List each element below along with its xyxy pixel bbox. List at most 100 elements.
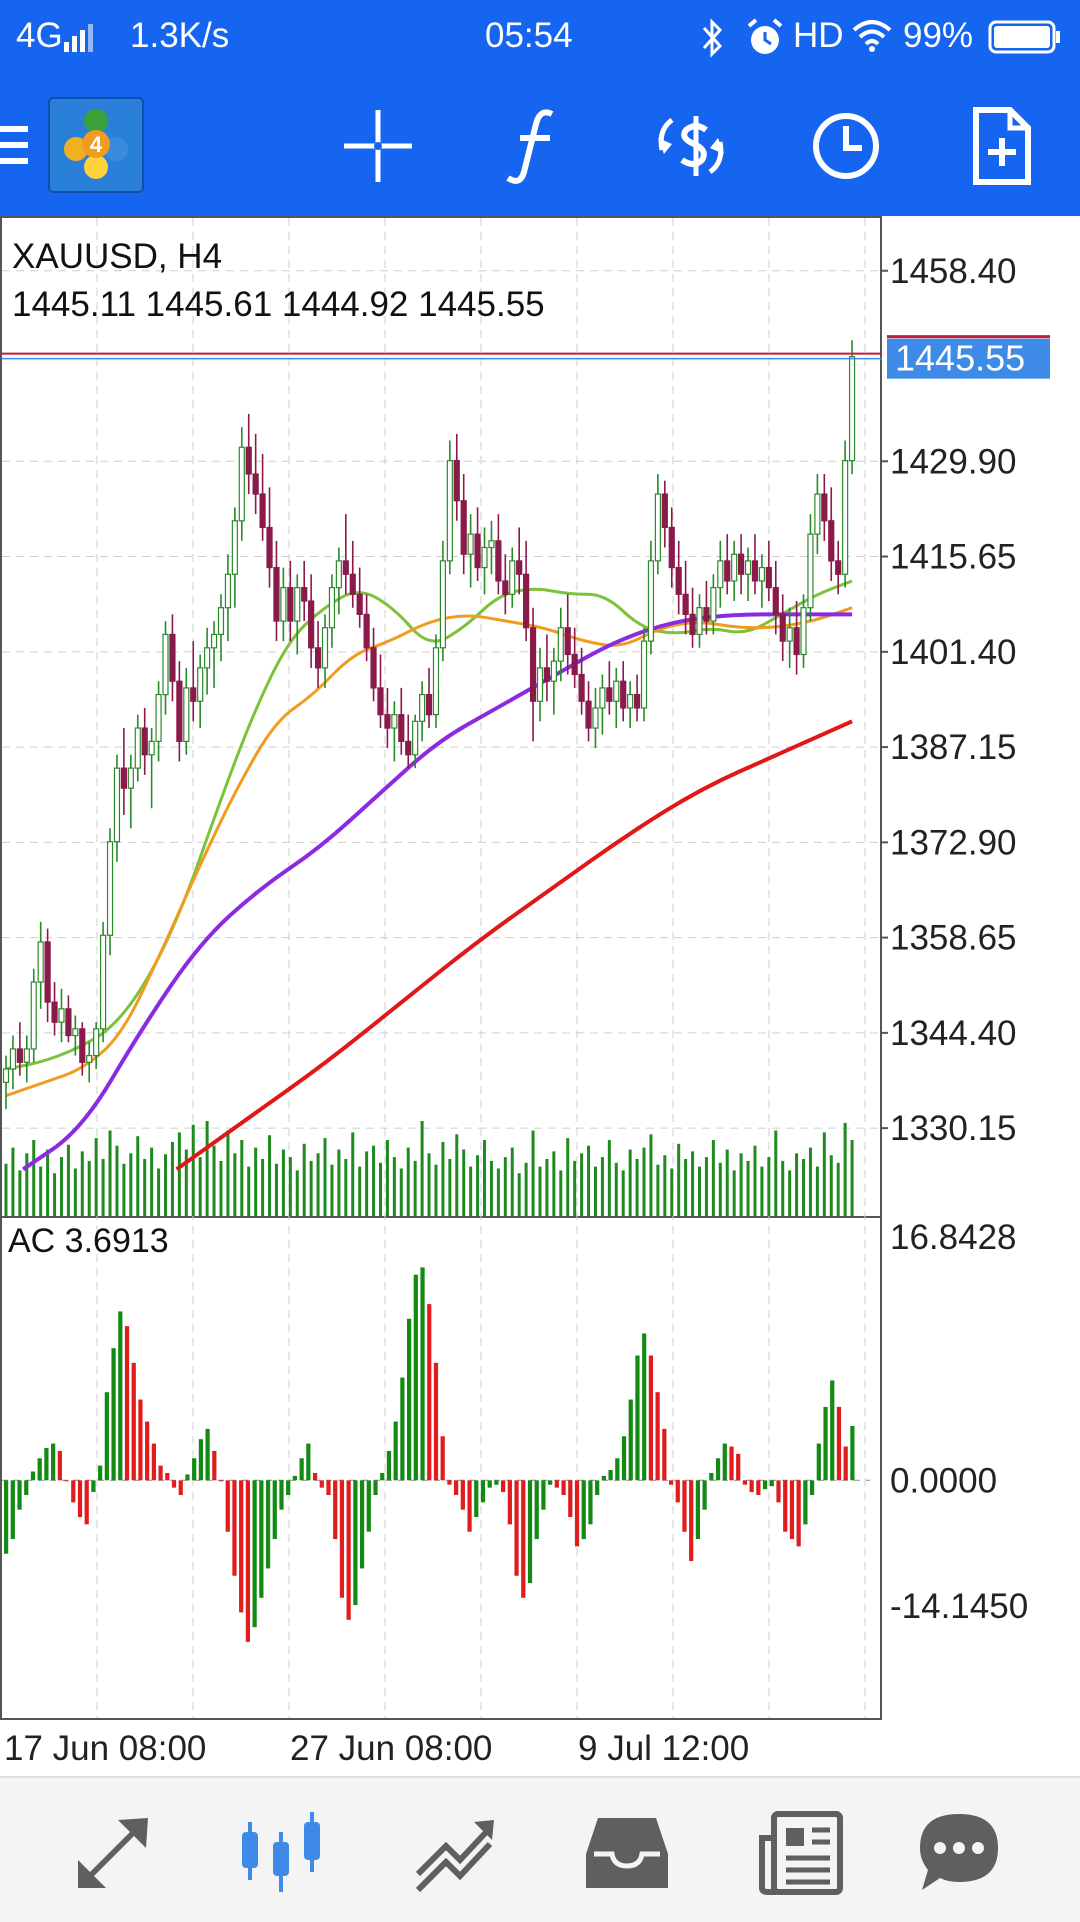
volume-bar xyxy=(157,1168,161,1216)
ac-bar xyxy=(433,1362,439,1481)
volume-bar xyxy=(344,1159,348,1216)
ac-bar xyxy=(474,1480,479,1518)
candle-body xyxy=(633,694,641,709)
ac-bar xyxy=(816,1443,821,1481)
indicators-icon[interactable] xyxy=(494,106,574,186)
volume-bar xyxy=(767,1157,771,1216)
ac-bar xyxy=(595,1480,600,1495)
ac-bar xyxy=(642,1333,647,1481)
volume-bar xyxy=(295,1170,299,1216)
candle-body xyxy=(682,593,689,615)
new-order-icon[interactable] xyxy=(962,106,1042,186)
ac-bar xyxy=(165,1472,170,1481)
crosshair-icon[interactable] xyxy=(338,106,418,186)
ac-bar xyxy=(581,1480,586,1540)
ac-bar xyxy=(722,1443,727,1481)
candle-body xyxy=(523,573,530,629)
candle-body xyxy=(647,560,655,642)
ac-bar xyxy=(554,1480,559,1488)
ac-bar xyxy=(574,1480,580,1547)
candle-body xyxy=(86,1055,93,1063)
candle-body xyxy=(30,981,37,1050)
volume-bar xyxy=(191,1124,195,1216)
volume-bar xyxy=(795,1153,799,1216)
ac-bar xyxy=(286,1480,291,1495)
volume-bar xyxy=(718,1162,722,1216)
volume-bar xyxy=(323,1138,327,1216)
volume-bar xyxy=(774,1130,778,1216)
candle-body xyxy=(51,1001,58,1023)
metatrader-logo-icon[interactable]: 4 xyxy=(48,97,144,193)
timeframe-icon[interactable] xyxy=(806,106,886,186)
ac-bar xyxy=(749,1480,754,1493)
ac-bar xyxy=(57,1450,62,1481)
candle-body xyxy=(710,587,717,622)
volume-bar xyxy=(4,1163,8,1216)
ac-bar xyxy=(151,1443,156,1481)
candle-body xyxy=(516,560,523,575)
ac-bar xyxy=(447,1480,452,1485)
chat-icon[interactable] xyxy=(914,1808,1004,1898)
ac-bar xyxy=(232,1480,237,1576)
volume-bar xyxy=(704,1157,708,1216)
ac-bar xyxy=(621,1436,627,1481)
candle-body xyxy=(842,460,849,575)
candlesticks xyxy=(2,340,856,1110)
candle-body xyxy=(640,640,648,709)
history-icon[interactable] xyxy=(582,1808,672,1898)
indicator-tick-label: -14.1450 xyxy=(890,1587,1028,1626)
ac-bar xyxy=(91,1480,96,1493)
ac-bar xyxy=(98,1465,103,1481)
volume-bar xyxy=(420,1121,424,1216)
volume-bar xyxy=(240,1140,244,1216)
menu-icon[interactable] xyxy=(0,124,30,168)
volume-bar xyxy=(843,1122,847,1216)
volume-bar xyxy=(358,1166,362,1216)
volume-bar xyxy=(614,1162,618,1216)
moving-average-line xyxy=(175,719,853,1171)
volume-bars xyxy=(4,1121,854,1216)
ac-bar xyxy=(366,1480,371,1532)
symbols-icon[interactable] xyxy=(650,106,730,186)
candle-body xyxy=(509,560,516,595)
price-chart[interactable]: 1458.40 1429.90 1415.65 1401.40 1387.15 1372.… xyxy=(0,216,1080,1776)
volume-bar xyxy=(503,1157,507,1216)
quotes-icon[interactable] xyxy=(68,1808,158,1898)
volume-bar xyxy=(781,1160,785,1216)
ac-bar xyxy=(796,1480,801,1547)
time-tick-label: 17 Jun 08:00 xyxy=(4,1729,206,1768)
candle-body xyxy=(148,740,155,756)
ohlc-values: 1445.11 1445.61 1444.92 1445.55 xyxy=(12,285,545,324)
candle-body xyxy=(765,566,772,589)
candle-body xyxy=(627,694,634,709)
volume-bar xyxy=(413,1160,417,1216)
volume-bar xyxy=(455,1134,459,1216)
ac-bar xyxy=(225,1480,230,1532)
volume-bar xyxy=(129,1153,133,1216)
candle-body xyxy=(16,1048,23,1063)
ac-bar xyxy=(809,1480,815,1495)
candle-body xyxy=(280,587,287,622)
volume-bar xyxy=(441,1141,445,1216)
price-tick-label: 1344.40 xyxy=(890,1014,1017,1053)
candle-body xyxy=(432,647,440,716)
candle-body xyxy=(751,560,759,582)
ac-bar xyxy=(494,1480,499,1485)
volume-bar xyxy=(746,1160,750,1216)
chart-icon[interactable] xyxy=(236,1808,326,1898)
ac-bar xyxy=(393,1421,398,1481)
volume-bar xyxy=(254,1147,258,1216)
volume-bar xyxy=(808,1147,812,1216)
ac-bar xyxy=(104,1392,109,1481)
volume-bar xyxy=(434,1164,438,1216)
candle-body xyxy=(342,560,349,575)
ac-bar xyxy=(279,1480,284,1510)
volume-bar xyxy=(510,1147,514,1216)
trade-icon[interactable] xyxy=(410,1808,500,1898)
battery-icon xyxy=(988,20,1060,54)
news-icon[interactable] xyxy=(756,1808,846,1898)
price-tick-label: 1330.15 xyxy=(890,1109,1017,1148)
candle-body xyxy=(384,714,391,729)
candle-body xyxy=(99,934,107,1030)
chart-area[interactable]: 1458.40 1429.90 1415.65 1401.40 1387.15 1372.… xyxy=(0,216,1080,1776)
